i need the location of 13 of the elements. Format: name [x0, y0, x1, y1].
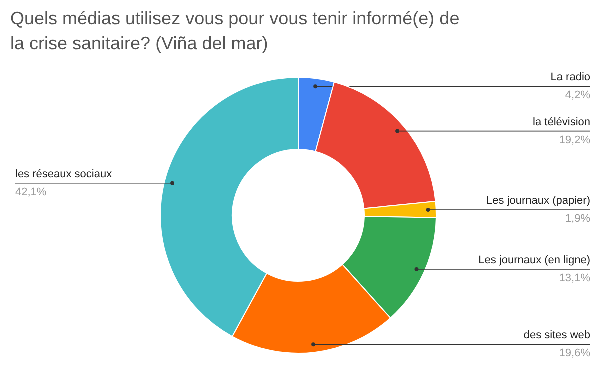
- slice-label: Les journaux (en ligne): [478, 254, 591, 267]
- slice-label: des sites web: [524, 330, 591, 342]
- data-label: 19,6%: [559, 348, 591, 360]
- slice-label: la télévision: [533, 116, 591, 128]
- data-label: 19,2%: [559, 134, 591, 146]
- slice-label: La radio: [550, 72, 591, 84]
- chart-title: Quels médias utilisez vous pour vous tenir informé(e) de la crise sanitaire? (Viña del mar): [10, 8, 460, 54]
- data-label: 13,1%: [559, 272, 591, 285]
- data-label: 42,1%: [16, 186, 47, 198]
- slice-label: les réseaux sociaux: [16, 168, 113, 180]
- data-label: 1,9%: [565, 212, 591, 225]
- data-label: 4,2%: [565, 90, 591, 102]
- slice-label: Les journaux (papier): [486, 194, 591, 207]
